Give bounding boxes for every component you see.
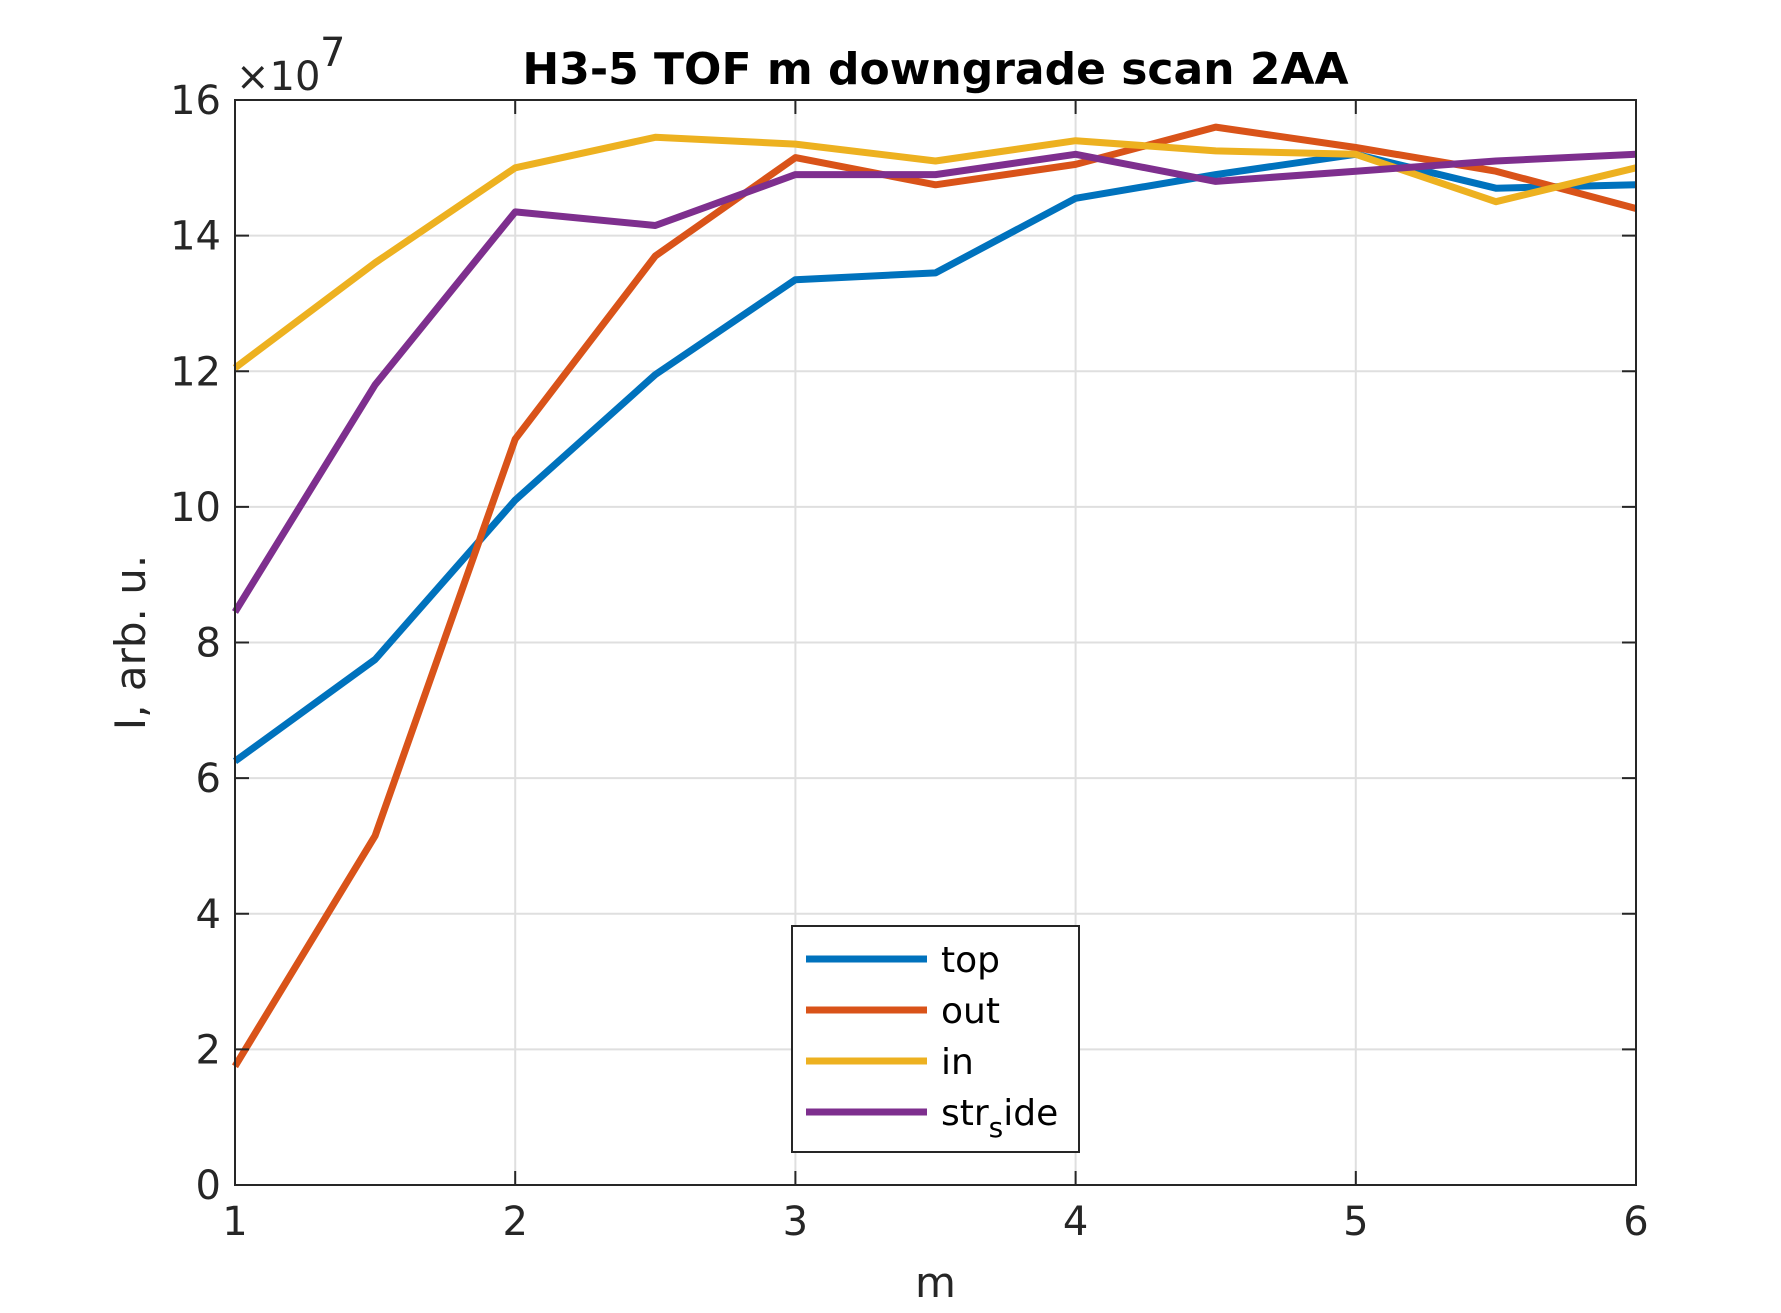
x-tick-label: 4 [1063,1199,1088,1245]
y-exponent-base: ×10 [236,54,320,100]
x-tick-label: 1 [222,1199,247,1245]
y-axis-exponent: ×10 7 [236,30,345,100]
series-line-out [232,123,1637,1069]
y-tick-label: 12 [170,349,221,395]
series-lines [232,123,1637,1069]
y-tick-label: 0 [196,1163,221,1209]
y-axis-label: I, arb. u. [106,555,155,730]
y-tick-label: 4 [196,892,221,938]
chart-title: H3-5 TOF m downgrade scan 2AA [522,44,1348,95]
y-tick-label: 10 [170,485,221,531]
y-tick-label: 8 [196,621,221,667]
legend-label-out: out [941,991,1000,1032]
y-tick-label: 2 [196,1027,221,1073]
y-tick-label: 6 [196,756,221,802]
legend-label-top: top [941,940,1000,981]
x-tick-label: 2 [502,1199,527,1245]
y-exponent-power: 7 [320,30,345,76]
x-axis-label: m [915,1258,956,1307]
legend-label-in: in [941,1042,974,1083]
legend-label-str-side: strside [941,1093,1058,1144]
x-tick-label: 6 [1623,1199,1648,1245]
x-tick-label: 3 [783,1199,808,1245]
series-line-str-side [232,150,1637,614]
y-tick-label: 16 [170,78,221,124]
x-tick-label: 5 [1343,1199,1368,1245]
legend: top out in strside [791,925,1080,1153]
y-tick-label: 14 [170,214,221,260]
